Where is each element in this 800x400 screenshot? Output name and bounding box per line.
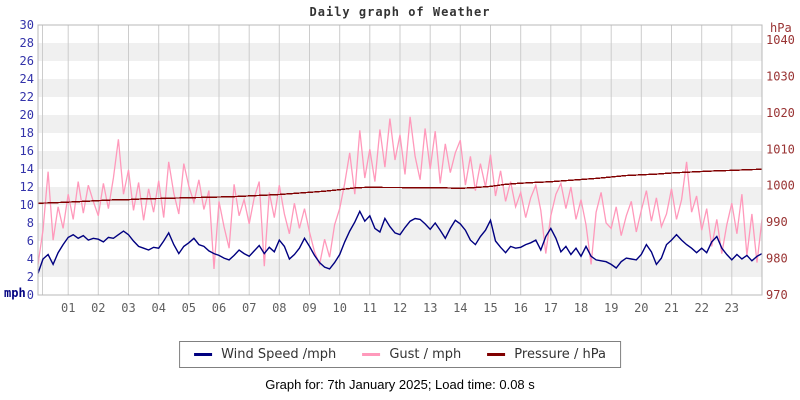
svg-text:01: 01 bbox=[61, 301, 75, 315]
svg-text:2: 2 bbox=[27, 270, 34, 284]
svg-text:02: 02 bbox=[91, 301, 105, 315]
hpa-axis-label: hPa bbox=[770, 21, 792, 35]
svg-text:30: 30 bbox=[20, 18, 34, 32]
pressure-line bbox=[37, 168, 763, 204]
svg-text:15: 15 bbox=[483, 301, 497, 315]
svg-text:04: 04 bbox=[151, 301, 165, 315]
plot-border bbox=[37, 24, 763, 296]
svg-text:10: 10 bbox=[332, 301, 346, 315]
legend-item-pressure: Pressure / hPa bbox=[487, 347, 606, 362]
svg-text:07: 07 bbox=[242, 301, 256, 315]
gust-legend-label: Gust / mph bbox=[389, 347, 462, 362]
svg-text:1020: 1020 bbox=[766, 106, 795, 120]
svg-text:28: 28 bbox=[20, 36, 34, 50]
mph-axis-label: mph bbox=[4, 286, 26, 300]
legend-item-wind-speed: Wind Speed /mph bbox=[194, 347, 336, 362]
chart-legend: Wind Speed /mph Gust / mph Pressure / hP… bbox=[179, 341, 621, 368]
svg-text:23: 23 bbox=[725, 301, 739, 315]
graph-caption: Graph for: 7th January 2025; Load time: … bbox=[265, 377, 535, 392]
svg-text:20: 20 bbox=[634, 301, 648, 315]
svg-text:06: 06 bbox=[212, 301, 226, 315]
svg-text:1040: 1040 bbox=[766, 33, 795, 47]
svg-text:20: 20 bbox=[20, 108, 34, 122]
svg-text:0: 0 bbox=[27, 288, 34, 302]
svg-text:970: 970 bbox=[766, 288, 788, 302]
svg-text:14: 14 bbox=[453, 301, 467, 315]
svg-text:03: 03 bbox=[121, 301, 135, 315]
svg-text:11: 11 bbox=[363, 301, 377, 315]
wind-speed-legend-label: Wind Speed /mph bbox=[221, 347, 337, 362]
svg-text:22: 22 bbox=[694, 301, 708, 315]
svg-text:12: 12 bbox=[393, 301, 407, 315]
svg-text:21: 21 bbox=[664, 301, 678, 315]
pressure-legend-dash-icon bbox=[487, 353, 506, 356]
legend-item-gust: Gust / mph bbox=[362, 347, 461, 362]
svg-text:10: 10 bbox=[20, 198, 34, 212]
svg-text:6: 6 bbox=[27, 234, 34, 248]
hour-gridlines bbox=[42, 25, 733, 295]
svg-text:16: 16 bbox=[513, 301, 527, 315]
page-title: Daily graph of Weather bbox=[309, 5, 491, 19]
svg-text:990: 990 bbox=[766, 215, 788, 229]
svg-text:1010: 1010 bbox=[766, 142, 795, 156]
svg-text:19: 19 bbox=[604, 301, 618, 315]
svg-text:1030: 1030 bbox=[766, 69, 795, 83]
svg-text:4: 4 bbox=[27, 252, 34, 266]
svg-text:1000: 1000 bbox=[766, 179, 795, 193]
weather-chart: 0246810121416182022242628309709809901000… bbox=[4, 18, 795, 315]
svg-text:13: 13 bbox=[423, 301, 437, 315]
gust-line bbox=[37, 116, 763, 269]
svg-text:26: 26 bbox=[20, 54, 34, 68]
wind-speed-line bbox=[37, 209, 763, 274]
svg-text:08: 08 bbox=[272, 301, 286, 315]
svg-text:18: 18 bbox=[20, 126, 34, 140]
svg-text:14: 14 bbox=[20, 162, 34, 176]
gust-legend-dash-icon bbox=[362, 353, 381, 356]
pressure-legend-label: Pressure / hPa bbox=[514, 347, 606, 362]
svg-text:22: 22 bbox=[20, 90, 34, 104]
svg-text:05: 05 bbox=[182, 301, 196, 315]
svg-text:16: 16 bbox=[20, 144, 34, 158]
svg-text:12: 12 bbox=[20, 180, 34, 194]
svg-text:980: 980 bbox=[766, 252, 788, 266]
svg-text:17: 17 bbox=[544, 301, 558, 315]
svg-text:8: 8 bbox=[27, 216, 34, 230]
wind-speed-legend-dash-icon bbox=[194, 353, 213, 356]
svg-text:18: 18 bbox=[574, 301, 588, 315]
right-axis-labels: 970 980 990 1000 1010 1020 1030 1040 bbox=[766, 33, 795, 302]
svg-text:09: 09 bbox=[302, 301, 316, 315]
svg-text:24: 24 bbox=[20, 72, 34, 86]
x-axis-labels: 01 02 03 04 05 06 07 08 09 10 11 12 13 14 15 16 17 18 19 20… bbox=[61, 301, 739, 315]
